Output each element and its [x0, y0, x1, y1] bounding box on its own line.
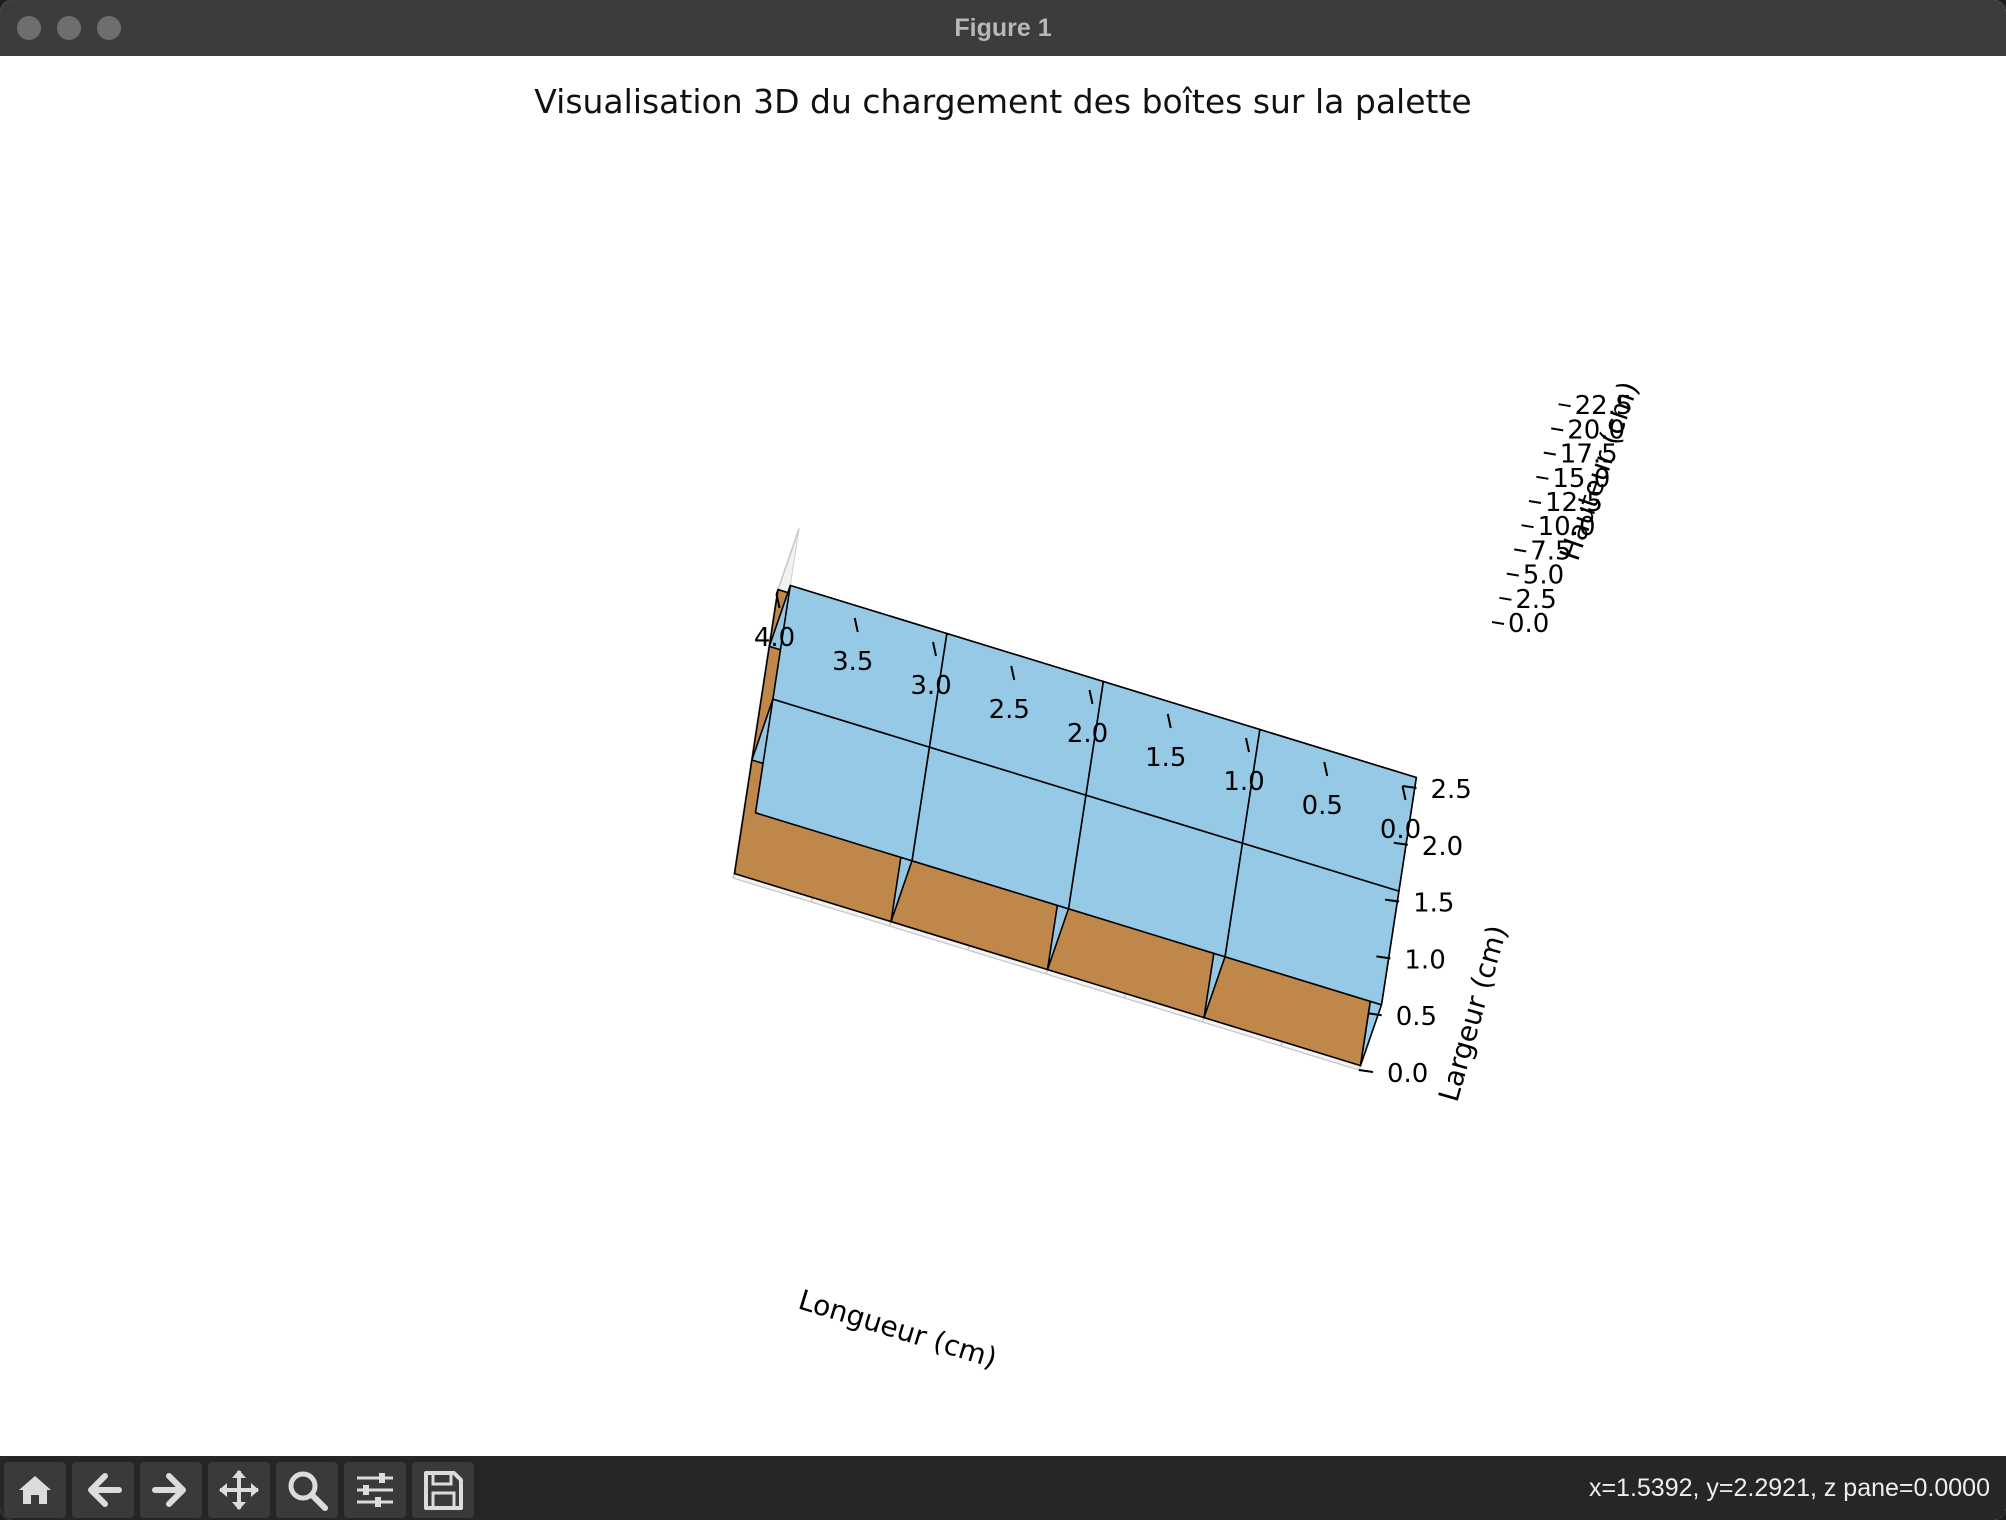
x-tick-mark [775, 593, 781, 609]
z-tick-mark [1514, 548, 1527, 553]
navigation-toolbar: x=1.5392, y=2.2921, z pane=0.0000 [0, 1456, 2006, 1520]
x-tick-label: 0.0 [1380, 815, 1421, 845]
configure-subplots-icon [357, 1473, 393, 1507]
z-tick-mark [1551, 427, 1564, 432]
pan-button[interactable] [208, 1462, 270, 1518]
y-tick-mark [1402, 785, 1417, 789]
x-tick-mark [1088, 689, 1094, 705]
z-tick-mark [1521, 524, 1534, 529]
x-tick-label: 3.0 [910, 671, 951, 701]
title-bar: Figure 1 [0, 0, 2006, 57]
maximize-window-button[interactable] [97, 16, 121, 40]
forward-arrow-icon [152, 1473, 186, 1507]
configure-subplots-button[interactable] [344, 1462, 406, 1518]
save-icon [424, 1471, 463, 1510]
x-tick-label: 2.0 [1067, 719, 1108, 749]
x-tick-mark [932, 641, 937, 657]
z-tick-label: 2.5 [1515, 585, 1556, 615]
z-tick-mark [1536, 475, 1549, 480]
z-tick-label: 22.5 [1575, 391, 1633, 421]
x-tick-label: 4.0 [754, 623, 795, 653]
box-faces [733, 584, 1418, 1067]
z-tick-label: 20.0 [1567, 415, 1625, 445]
x-tick-label: 3.5 [832, 647, 873, 677]
y-tick-label: 0.5 [1396, 1002, 1437, 1032]
x-tick-label: 0.5 [1302, 791, 1343, 821]
x-tick-label: 1.0 [1223, 767, 1264, 797]
z-tick-mark [1506, 572, 1519, 577]
z-tick-mark [1543, 451, 1556, 456]
z-tick-label: 15.0 [1552, 464, 1610, 494]
z-tick-mark [1558, 403, 1571, 408]
y-tick-label: 2.5 [1431, 775, 1472, 805]
x-tick-mark [853, 617, 859, 633]
back-arrow-icon [88, 1473, 122, 1507]
z-tick-label: 5.0 [1523, 561, 1564, 591]
z-tick-label: 0.0 [1508, 609, 1549, 639]
pan-icon [219, 1470, 259, 1510]
cursor-coordinates: x=1.5392, y=2.2921, z pane=0.0000 [1588, 1474, 1990, 1502]
y-tick-mark [1358, 1069, 1374, 1073]
box-top-face [772, 584, 948, 748]
z-tick-label: 7.5 [1530, 536, 1571, 566]
zoom-button[interactable] [276, 1462, 338, 1518]
x-tick-mark [1401, 785, 1407, 801]
y-tick-label: 1.0 [1404, 945, 1445, 975]
z-tick-label: 10.0 [1538, 512, 1596, 542]
z-tick-label: 12.5 [1545, 488, 1603, 518]
z-tick-mark [1499, 596, 1512, 601]
x-tick-label: 1.5 [1145, 743, 1186, 773]
home-icon [19, 1476, 51, 1504]
z-tick-label: 17.5 [1560, 440, 1618, 470]
z-tick-mark [1491, 621, 1505, 625]
x-tick-mark [1166, 713, 1172, 729]
y-tick-mark [1384, 898, 1400, 903]
save-button[interactable] [412, 1462, 474, 1518]
y-tick-label: 2.0 [1422, 832, 1463, 862]
minimize-window-button[interactable] [57, 16, 81, 40]
window-title: Figure 1 [954, 14, 1052, 42]
y-tick-label: 1.5 [1413, 889, 1454, 919]
plot-title: Visualisation 3D du chargement des boîte… [534, 82, 1472, 121]
x-tick-mark [1245, 737, 1250, 753]
back-button[interactable] [72, 1462, 134, 1518]
z-tick-mark [1528, 500, 1542, 504]
x-axis-label: Longueur (cm) [795, 1283, 1001, 1375]
y-tick-label: 0.0 [1387, 1059, 1428, 1089]
close-window-button[interactable] [17, 16, 41, 40]
y-tick-mark [1367, 1012, 1382, 1017]
x-tick-mark [1323, 761, 1329, 777]
grid-line-y [775, 528, 800, 595]
grid-line-z [732, 877, 1360, 1071]
plot-3d-axes[interactable]: 4.0 3.5 3.0 2.5 2.0 1.5 1.0 0.5 0.0 Longueur (cm)… [0, 56, 2006, 1456]
y-tick-mark [1393, 841, 1408, 846]
plot-canvas[interactable]: Visualisation 3D du chargement des boîte… [0, 56, 2006, 1456]
axis-ticks [775, 403, 1571, 1073]
x-tick-mark [1010, 665, 1016, 681]
zoom-icon [288, 1471, 328, 1511]
y-tick-mark [1376, 955, 1391, 960]
x-tick-label: 2.5 [989, 695, 1030, 725]
forward-button[interactable] [140, 1462, 202, 1518]
home-button[interactable] [4, 1462, 66, 1518]
